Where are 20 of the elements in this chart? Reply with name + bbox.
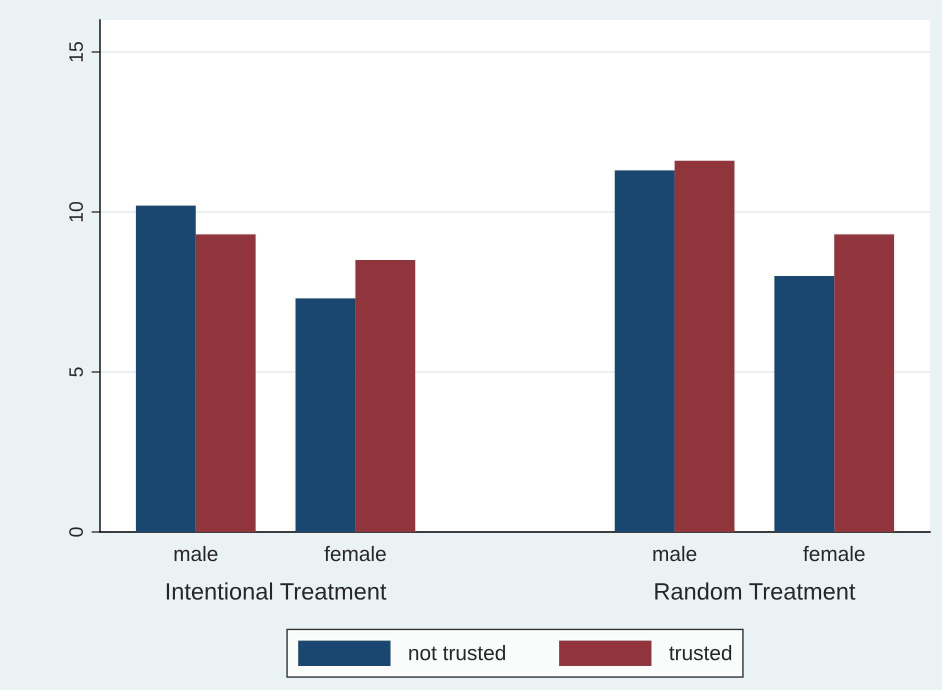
bar [774, 276, 834, 532]
bar [196, 234, 256, 532]
bar [834, 234, 894, 532]
y-tick-label: 5 [69, 367, 83, 377]
bar [296, 298, 356, 532]
bar [355, 260, 416, 532]
y-tick-label: 15 [69, 42, 83, 62]
bar [614, 170, 675, 532]
y-tick-label: 10 [69, 202, 83, 222]
x-tick-label: male [653, 546, 696, 562]
x-tick-label: female [803, 546, 865, 562]
legend-label: not trusted [409, 644, 505, 660]
y-tick-label: 0 [69, 527, 83, 537]
bar [136, 206, 196, 532]
bar [674, 160, 734, 532]
legend-label: trusted [669, 644, 732, 660]
x-tick-label: female [324, 546, 386, 562]
text: Random Treatment [655, 582, 856, 600]
x-tick-label: male [174, 546, 218, 562]
text: Intentional Treatment [166, 582, 386, 600]
